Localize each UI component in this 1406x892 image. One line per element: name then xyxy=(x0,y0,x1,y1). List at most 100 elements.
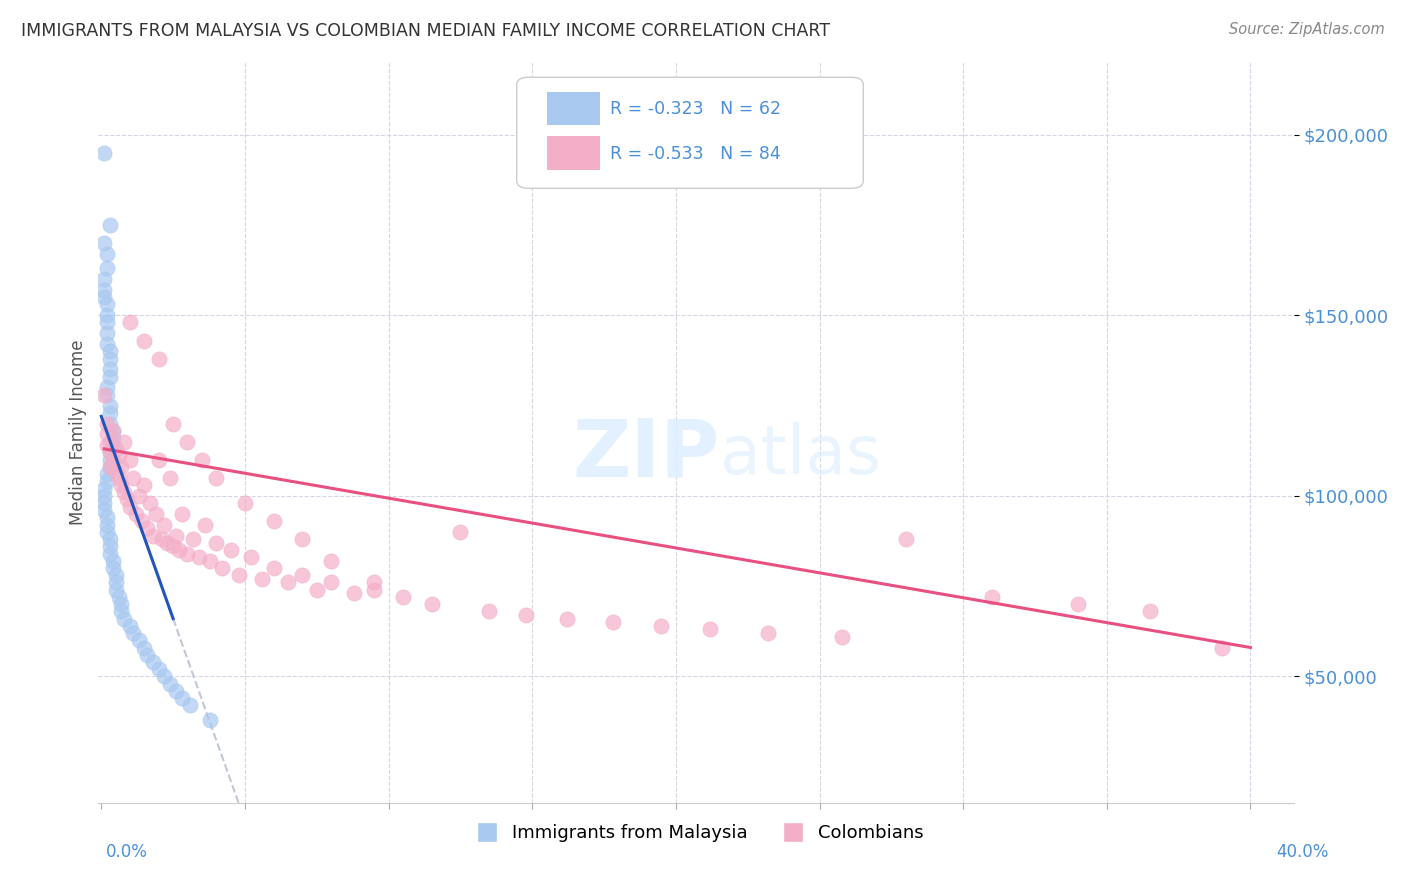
Point xyxy=(142,528,165,542)
Point xyxy=(96,380,118,394)
Point xyxy=(136,648,159,662)
Point xyxy=(104,442,127,456)
FancyBboxPatch shape xyxy=(547,92,600,126)
Point xyxy=(118,500,141,514)
Point xyxy=(153,517,176,532)
Point xyxy=(291,532,314,546)
Point xyxy=(156,535,179,549)
Point xyxy=(139,496,162,510)
Point xyxy=(150,532,173,546)
Point xyxy=(112,434,135,449)
Point xyxy=(219,543,242,558)
Point xyxy=(263,514,285,528)
Point xyxy=(96,510,118,524)
Point xyxy=(153,669,176,683)
Point xyxy=(98,369,121,384)
Point xyxy=(894,532,917,546)
Point xyxy=(148,452,170,467)
Point xyxy=(96,517,118,532)
Point xyxy=(110,597,132,611)
FancyBboxPatch shape xyxy=(547,136,600,169)
Point xyxy=(96,524,118,539)
Point xyxy=(167,543,190,558)
Point xyxy=(128,489,150,503)
Point xyxy=(170,691,193,706)
Point xyxy=(98,399,121,413)
Point xyxy=(478,604,501,618)
Point xyxy=(98,540,121,554)
Point xyxy=(115,492,138,507)
Point xyxy=(228,568,250,582)
Text: atlas: atlas xyxy=(720,422,880,488)
Point xyxy=(176,547,198,561)
Point xyxy=(104,568,127,582)
Point xyxy=(96,337,118,351)
Point xyxy=(112,612,135,626)
Point xyxy=(136,521,159,535)
Point xyxy=(96,475,118,489)
Point xyxy=(263,561,285,575)
Point xyxy=(96,427,118,442)
Point xyxy=(343,586,366,600)
Point xyxy=(98,459,121,474)
Point xyxy=(188,550,211,565)
Point xyxy=(98,445,121,459)
Point xyxy=(555,612,578,626)
Point xyxy=(104,582,127,597)
Point xyxy=(602,615,624,630)
Point xyxy=(831,630,853,644)
FancyBboxPatch shape xyxy=(517,78,863,188)
Point xyxy=(291,568,314,582)
Point xyxy=(515,607,537,622)
Point xyxy=(96,467,118,482)
Point xyxy=(122,626,145,640)
Point xyxy=(162,540,184,554)
Text: R = -0.323   N = 62: R = -0.323 N = 62 xyxy=(610,100,780,118)
Point xyxy=(1211,640,1233,655)
Point xyxy=(170,507,193,521)
Point xyxy=(98,452,121,467)
Point xyxy=(134,334,156,348)
Point xyxy=(98,445,121,459)
Point xyxy=(98,417,121,431)
Point xyxy=(101,438,124,452)
Point xyxy=(1067,597,1090,611)
Point xyxy=(96,297,118,311)
Point xyxy=(118,316,141,330)
Point xyxy=(131,514,153,528)
Point xyxy=(142,655,165,669)
Point xyxy=(93,387,115,401)
Point xyxy=(205,535,228,549)
Point xyxy=(98,434,121,449)
Point xyxy=(101,452,124,467)
Point xyxy=(205,471,228,485)
Point xyxy=(93,503,115,517)
Point xyxy=(96,316,118,330)
Point xyxy=(148,351,170,366)
Point xyxy=(181,532,204,546)
Point xyxy=(1139,604,1161,618)
Point xyxy=(93,145,115,160)
Point xyxy=(118,452,141,467)
Point xyxy=(98,532,121,546)
Point xyxy=(98,362,121,376)
Point xyxy=(96,308,118,322)
Point xyxy=(145,507,167,521)
Text: Source: ZipAtlas.com: Source: ZipAtlas.com xyxy=(1229,22,1385,37)
Text: R = -0.533   N = 84: R = -0.533 N = 84 xyxy=(610,145,780,162)
Point xyxy=(363,582,385,597)
Point xyxy=(191,452,214,467)
Point xyxy=(93,272,115,286)
Point xyxy=(98,351,121,366)
Point xyxy=(392,590,415,604)
Point xyxy=(756,626,779,640)
Point xyxy=(101,554,124,568)
Point xyxy=(101,561,124,575)
Point xyxy=(96,438,118,452)
Text: ZIP: ZIP xyxy=(572,416,720,494)
Text: 0.0%: 0.0% xyxy=(105,843,148,861)
Point xyxy=(159,471,181,485)
Point xyxy=(200,713,222,727)
Point xyxy=(110,478,132,492)
Text: 40.0%: 40.0% xyxy=(1277,843,1329,861)
